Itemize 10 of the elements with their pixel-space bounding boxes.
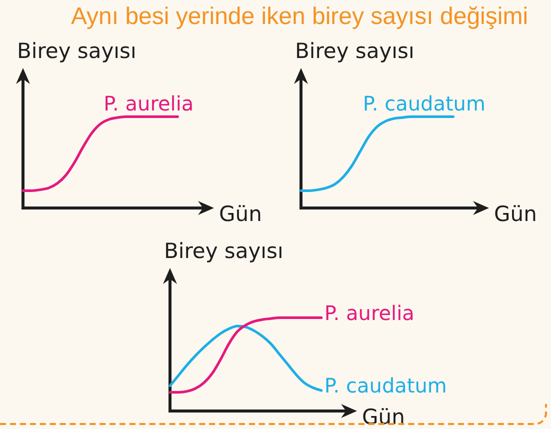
x-axis-title: Gün xyxy=(494,202,537,226)
x-axis-title: Gün xyxy=(219,202,262,226)
series-label: P. caudatum xyxy=(362,92,486,116)
series-label: P. aurelia xyxy=(324,300,414,325)
y-axis-title: Birey sayısı xyxy=(295,39,414,63)
text: Aynı besi yerinde iken birey sayısı değişimi xyxy=(70,2,528,30)
series-label: P. aurelia xyxy=(104,92,194,116)
y-axis-title: Birey sayısı xyxy=(17,39,136,63)
y-axis-title: Birey sayısı xyxy=(164,239,284,263)
series-label: P. caudatum xyxy=(324,374,447,398)
